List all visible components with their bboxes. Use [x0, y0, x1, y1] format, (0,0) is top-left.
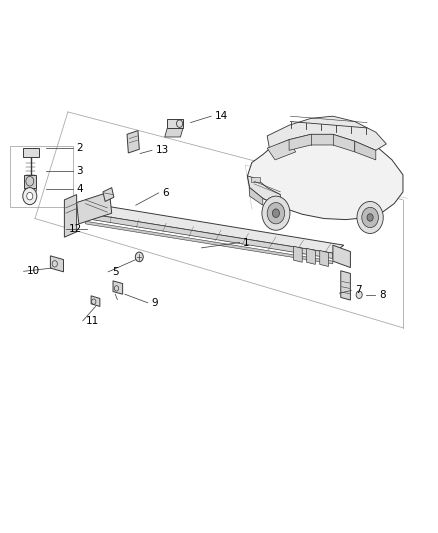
Text: 6: 6 [162, 188, 169, 198]
Text: 10: 10 [27, 266, 40, 276]
Text: 11: 11 [86, 316, 99, 326]
Polygon shape [289, 134, 355, 152]
Polygon shape [247, 176, 280, 207]
Bar [251, 177, 260, 182]
Polygon shape [250, 188, 263, 205]
Circle shape [367, 214, 373, 221]
Circle shape [356, 291, 362, 298]
Circle shape [362, 207, 378, 228]
Bar [10, 146, 73, 207]
Polygon shape [167, 119, 183, 128]
Polygon shape [85, 213, 333, 259]
Circle shape [357, 201, 383, 233]
Polygon shape [247, 128, 403, 220]
Bar [24, 175, 36, 188]
Circle shape [272, 209, 279, 217]
Polygon shape [341, 271, 350, 300]
Text: 4: 4 [77, 184, 83, 194]
Polygon shape [165, 128, 183, 137]
Polygon shape [50, 256, 64, 272]
Polygon shape [127, 131, 139, 153]
Polygon shape [333, 245, 350, 268]
Text: 9: 9 [151, 298, 158, 308]
Text: 7: 7 [355, 286, 361, 295]
Circle shape [135, 252, 143, 262]
Polygon shape [77, 192, 112, 224]
Text: 12: 12 [69, 224, 82, 234]
Polygon shape [113, 281, 123, 294]
Polygon shape [85, 205, 344, 253]
Polygon shape [355, 141, 376, 160]
Bar [23, 148, 39, 157]
Text: 13: 13 [155, 146, 169, 155]
Polygon shape [103, 188, 114, 201]
Polygon shape [267, 140, 296, 160]
Circle shape [262, 196, 290, 230]
Circle shape [267, 203, 285, 224]
Text: 5: 5 [112, 267, 118, 277]
Text: 2: 2 [77, 143, 83, 153]
Circle shape [23, 188, 37, 205]
Polygon shape [64, 195, 77, 237]
Polygon shape [307, 248, 315, 264]
Circle shape [27, 192, 33, 200]
Polygon shape [293, 246, 302, 262]
Text: 3: 3 [77, 166, 83, 175]
Circle shape [25, 182, 36, 196]
Polygon shape [267, 116, 386, 150]
Polygon shape [320, 251, 328, 266]
Text: 8: 8 [379, 290, 385, 300]
Polygon shape [85, 221, 333, 264]
Text: 14: 14 [215, 111, 228, 121]
Text: 1: 1 [243, 238, 250, 247]
Polygon shape [91, 296, 100, 306]
